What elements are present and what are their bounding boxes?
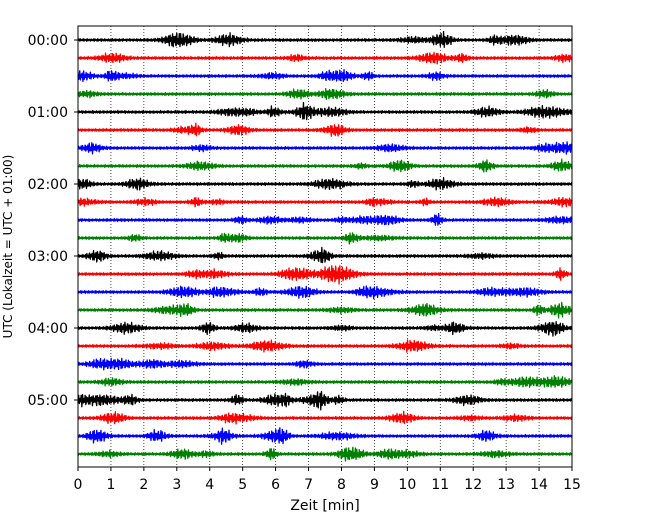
x-tick-label: 7: [304, 477, 313, 493]
trace-0145: [77, 158, 573, 173]
x-tick-label: 14: [530, 477, 548, 493]
y-tick-label: 02:00: [28, 177, 68, 193]
y-tick-label: 05:00: [28, 393, 68, 409]
x-tick-label: 10: [398, 477, 416, 493]
trace-0045: [77, 87, 573, 100]
x-tick-label: 5: [238, 477, 247, 493]
trace-0130: [77, 141, 573, 155]
y-axis: 00:00 01:00 02:00 03:00 04:00 05:00: [28, 33, 78, 409]
trace-0230: [77, 212, 573, 226]
plot-frame: [77, 25, 573, 468]
trace-0345: [77, 301, 573, 319]
trace-0030: [77, 69, 573, 83]
trace-0100: [77, 101, 573, 121]
y-tick-label: 03:00: [28, 249, 68, 265]
x-tick-label: 15: [563, 477, 581, 493]
x-tick-label: 0: [74, 477, 83, 493]
x-tick-label: 2: [139, 477, 148, 493]
trace-0330: [77, 285, 573, 300]
seismogram-traces: [77, 30, 573, 462]
y-tick-label: 04:00: [28, 321, 68, 337]
trace-0015: [77, 51, 573, 65]
x-tick-label: 12: [464, 477, 482, 493]
x-tick-label: 9: [370, 477, 379, 493]
x-tick-label: 13: [497, 477, 515, 493]
trace-0215: [77, 196, 573, 208]
x-tick-label: 3: [172, 477, 181, 493]
x-tick-label: 8: [337, 477, 346, 493]
trace-0245: [77, 232, 573, 245]
x-tick-label: 11: [431, 477, 449, 493]
trace-0300: [77, 246, 573, 264]
trace-0515: [77, 410, 573, 425]
trace-0430: [77, 357, 573, 371]
trace-0115: [77, 122, 573, 137]
x-tick-label: 4: [205, 477, 214, 493]
x-axis: 0 1 2 3 4 5 6 7 8 9 10 11 12 13 14 15: [74, 467, 581, 493]
trace-0400: [77, 320, 573, 337]
x-axis-label: Zeit [min]: [290, 498, 359, 514]
trace-0315: [77, 265, 573, 285]
trace-0530: [77, 427, 573, 445]
trace-0445: [77, 375, 573, 388]
y-tick-label: 01:00: [28, 105, 68, 121]
trace-0545: [77, 446, 573, 462]
y-axis-label: UTC (Lokalzeit = UTC + 01:00): [1, 155, 15, 339]
x-tick-label: 1: [106, 477, 115, 493]
trace-0500: [77, 390, 573, 411]
x-tick-label: 6: [271, 477, 280, 493]
trace-0200: [77, 176, 573, 191]
y-tick-label: 00:00: [28, 33, 68, 49]
trace-0415: [77, 339, 573, 353]
trace-0000: [77, 30, 573, 48]
